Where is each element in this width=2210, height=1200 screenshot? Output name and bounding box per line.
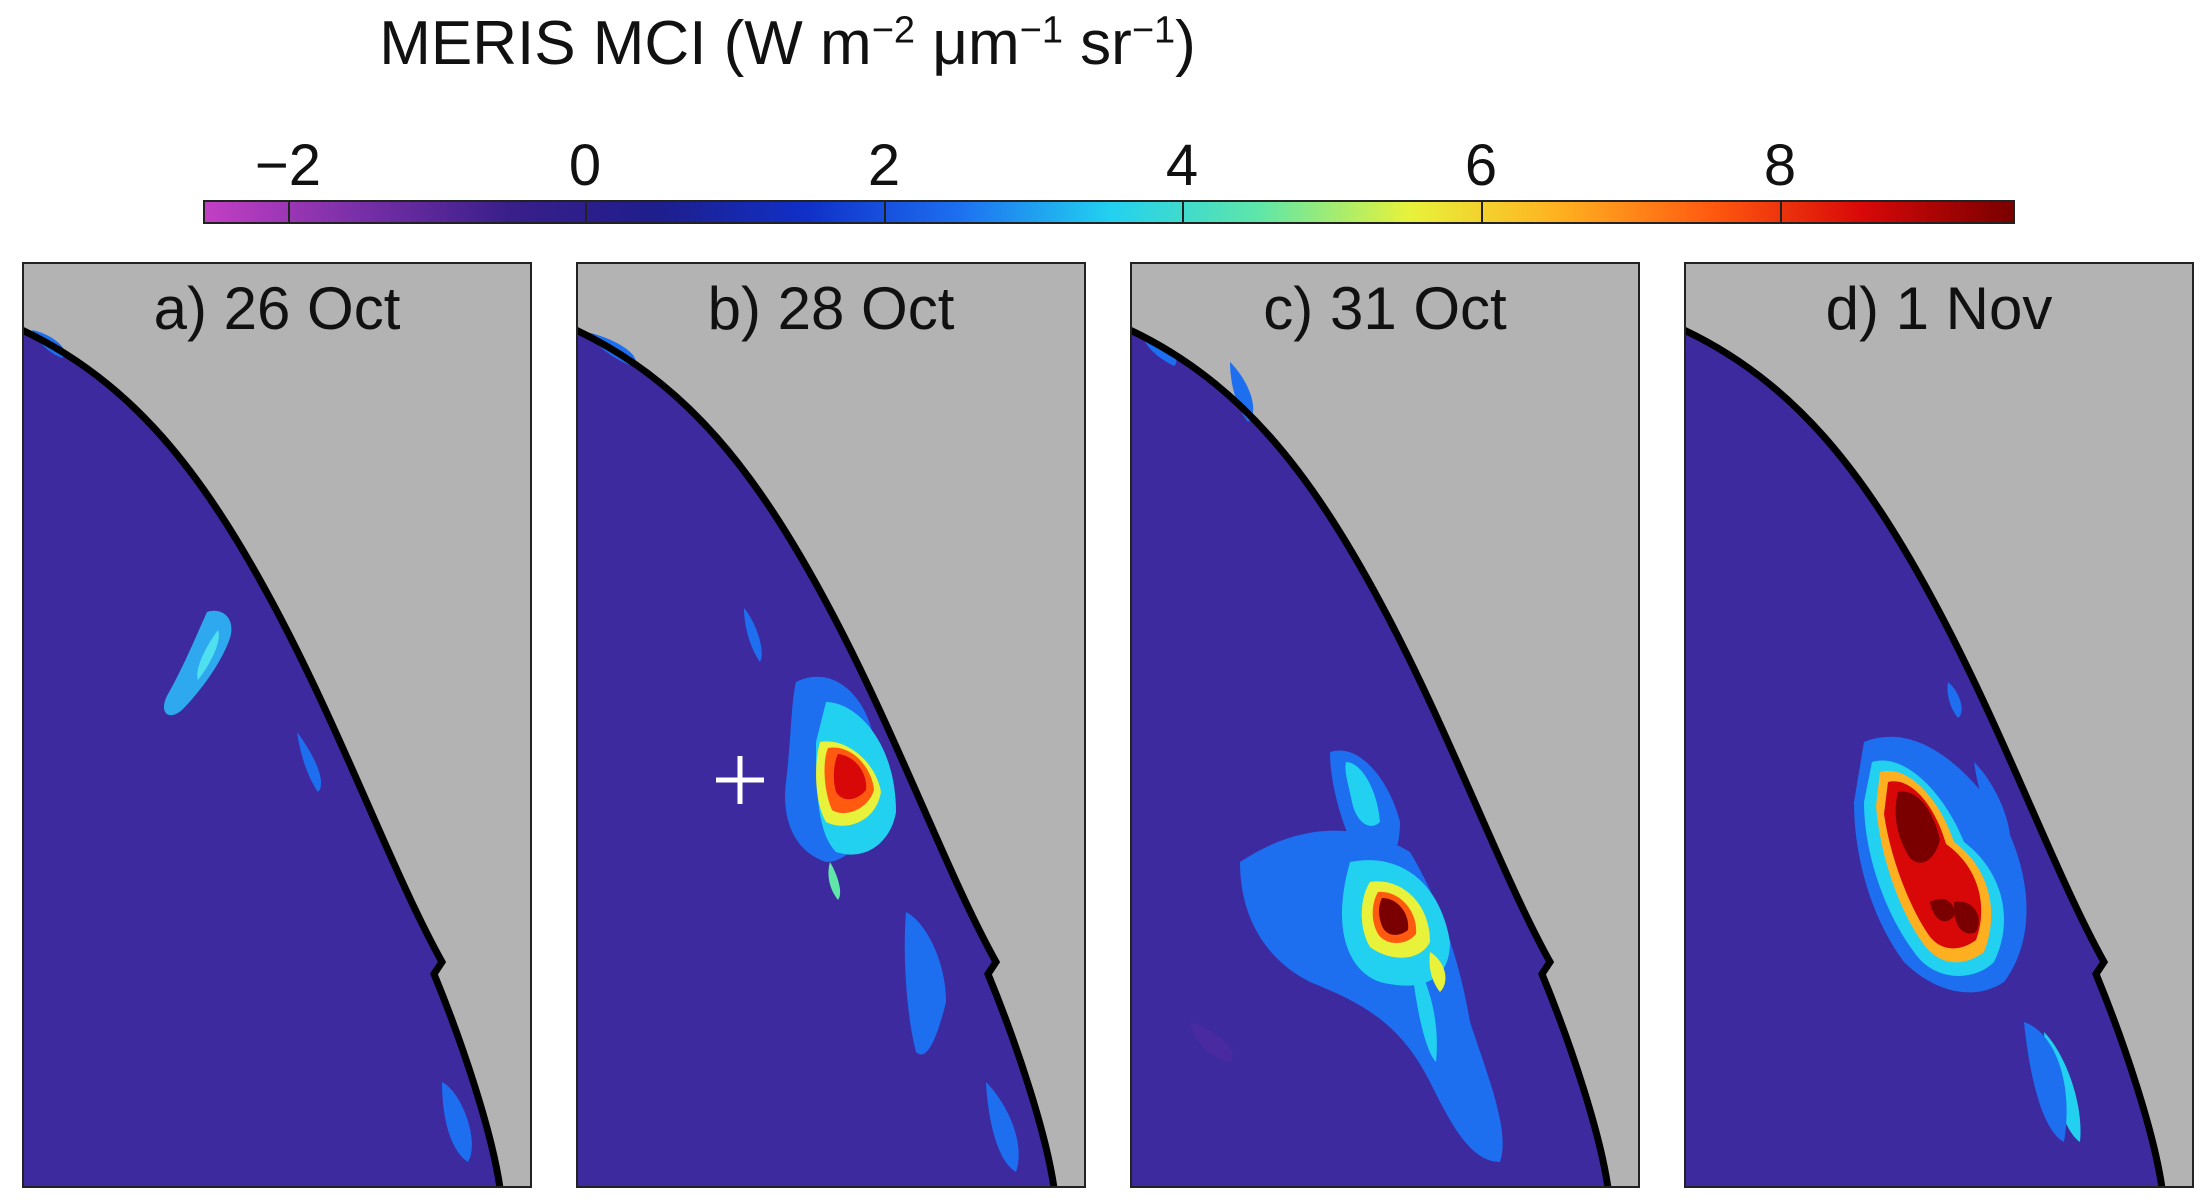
map-c [1130,262,1640,1188]
colorbar-tick-label: 0 [568,133,602,198]
map-b [576,262,1086,1188]
map-panel-a: a) 26 Oct [22,262,532,1188]
coastline [576,326,1058,1188]
ocean-area [1130,330,1608,1188]
panel-border [1684,262,2194,1188]
colorbar-tick-label: 4 [1165,133,1199,198]
panel-label: d) 1 Nov [1825,275,2053,342]
panel-border [22,262,532,1188]
map-panel-c: c) 31 Oct [1130,262,1640,1188]
coastline [1684,326,2166,1188]
colorbar-tick-label: 6 [1464,133,1498,198]
colorbar-tick-label: −2 [254,133,322,198]
mci-feature [1854,682,2081,1142]
colorbar-tick [884,202,886,222]
map-a [22,262,532,1188]
colorbar-title: MERIS MCI (W m−2 μm−1 sr−1) [379,9,1196,78]
colorbar-tick [585,202,587,222]
colorbar-tick [1182,202,1184,222]
panel-label: b) 28 Oct [707,275,955,342]
colorbar-tick [288,202,290,222]
map-panel-d: d) 1 Nov [1684,262,2194,1188]
colorbar [203,200,2015,224]
colorbar-tick [1780,202,1782,222]
panel-label: c) 31 Oct [1263,275,1507,342]
map-d [1684,262,2194,1188]
panel-label: a) 26 Oct [153,275,401,342]
crosshair-icon [716,756,764,804]
mci-feature [586,332,1019,1172]
colorbar-tick-label: 8 [1763,133,1797,198]
panel-border [576,262,1086,1188]
ocean-area [22,330,500,1188]
colorbar-tick-label: 2 [867,133,901,198]
panel-border [1130,262,1640,1188]
coastline [22,326,504,1188]
map-panel-b: b) 28 Oct [576,262,1086,1188]
coastline [1130,326,1612,1188]
colorbar-tick [1481,202,1483,222]
mci-feature [1140,332,1503,1162]
